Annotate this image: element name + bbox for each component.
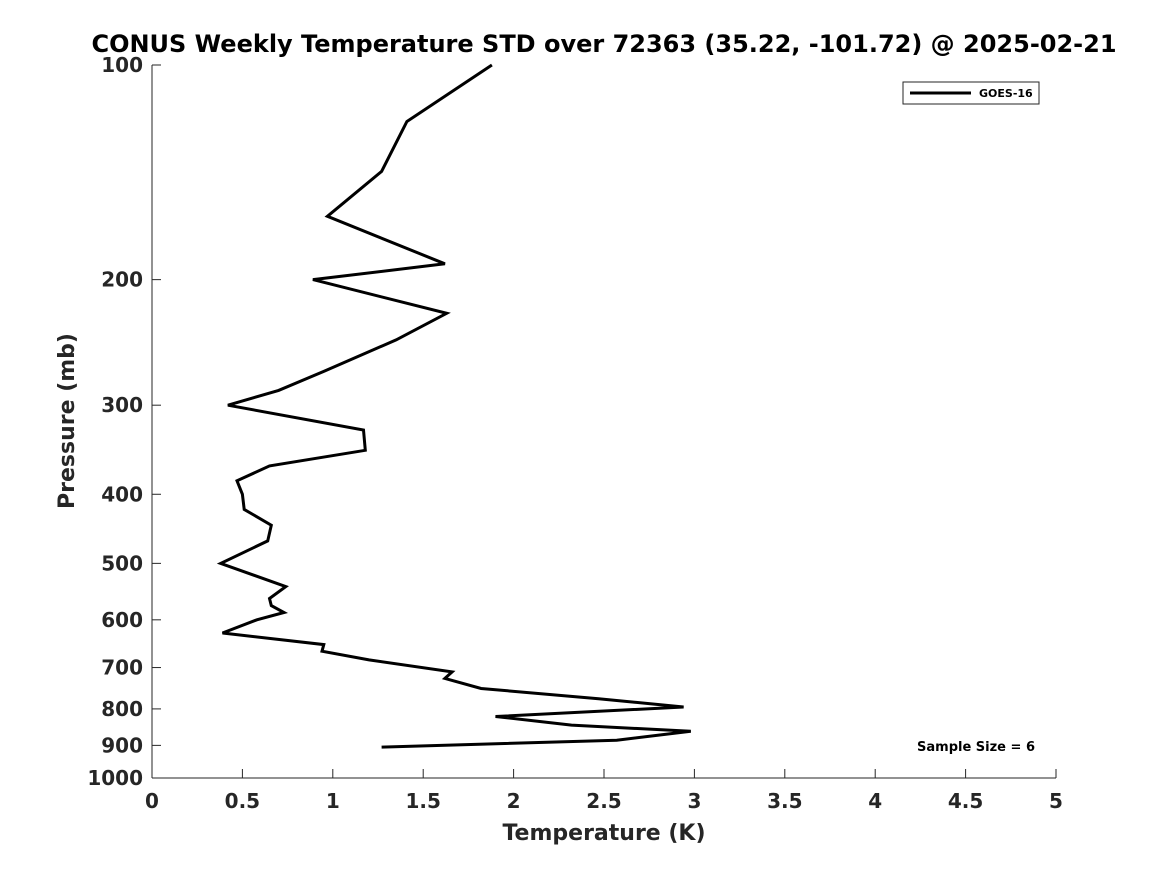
x-tick-label: 0.5: [225, 789, 260, 813]
chart-title: CONUS Weekly Temperature STD over 72363 …: [91, 30, 1116, 58]
y-tick-label: 600: [101, 608, 143, 632]
y-tick-label: 1000: [87, 766, 143, 790]
y-tick-label: 400: [101, 482, 143, 506]
sample-size-annotation: Sample Size = 6: [917, 740, 1035, 755]
x-tick-label: 2: [507, 789, 521, 813]
y-axis-label: Pressure (mb): [55, 333, 80, 509]
x-axis-label: Temperature (K): [502, 821, 705, 846]
x-tick-label: 3.5: [767, 789, 802, 813]
x-tick-label: 4.5: [948, 789, 983, 813]
y-tick-label: 500: [101, 551, 143, 575]
x-ticks: 0 0.5 1 1.5 2 2.5 3 3.5 4 4.5 5: [145, 769, 1063, 813]
y-ticks: 100 200 300 400 500 600 700 800 900 1000: [87, 53, 161, 790]
y-tick-label: 900: [101, 733, 143, 757]
legend-label: GOES-16: [979, 87, 1033, 100]
x-tick-label: 1: [326, 789, 340, 813]
series-line-goes-16: [216, 63, 691, 749]
y-tick-label: 100: [101, 53, 143, 77]
x-tick-label: 5: [1049, 789, 1063, 813]
x-tick-label: 1.5: [405, 789, 440, 813]
series-layer: [216, 63, 691, 749]
y-tick-label: 200: [101, 268, 143, 292]
y-tick-label: 800: [101, 697, 143, 721]
x-tick-label: 4: [868, 789, 882, 813]
y-tick-label: 300: [101, 393, 143, 417]
legend: GOES-16: [902, 81, 1040, 105]
x-tick-label: 3: [687, 789, 701, 813]
x-tick-label: 0: [145, 789, 159, 813]
y-tick-label: 700: [101, 656, 143, 680]
x-tick-label: 2.5: [586, 789, 621, 813]
